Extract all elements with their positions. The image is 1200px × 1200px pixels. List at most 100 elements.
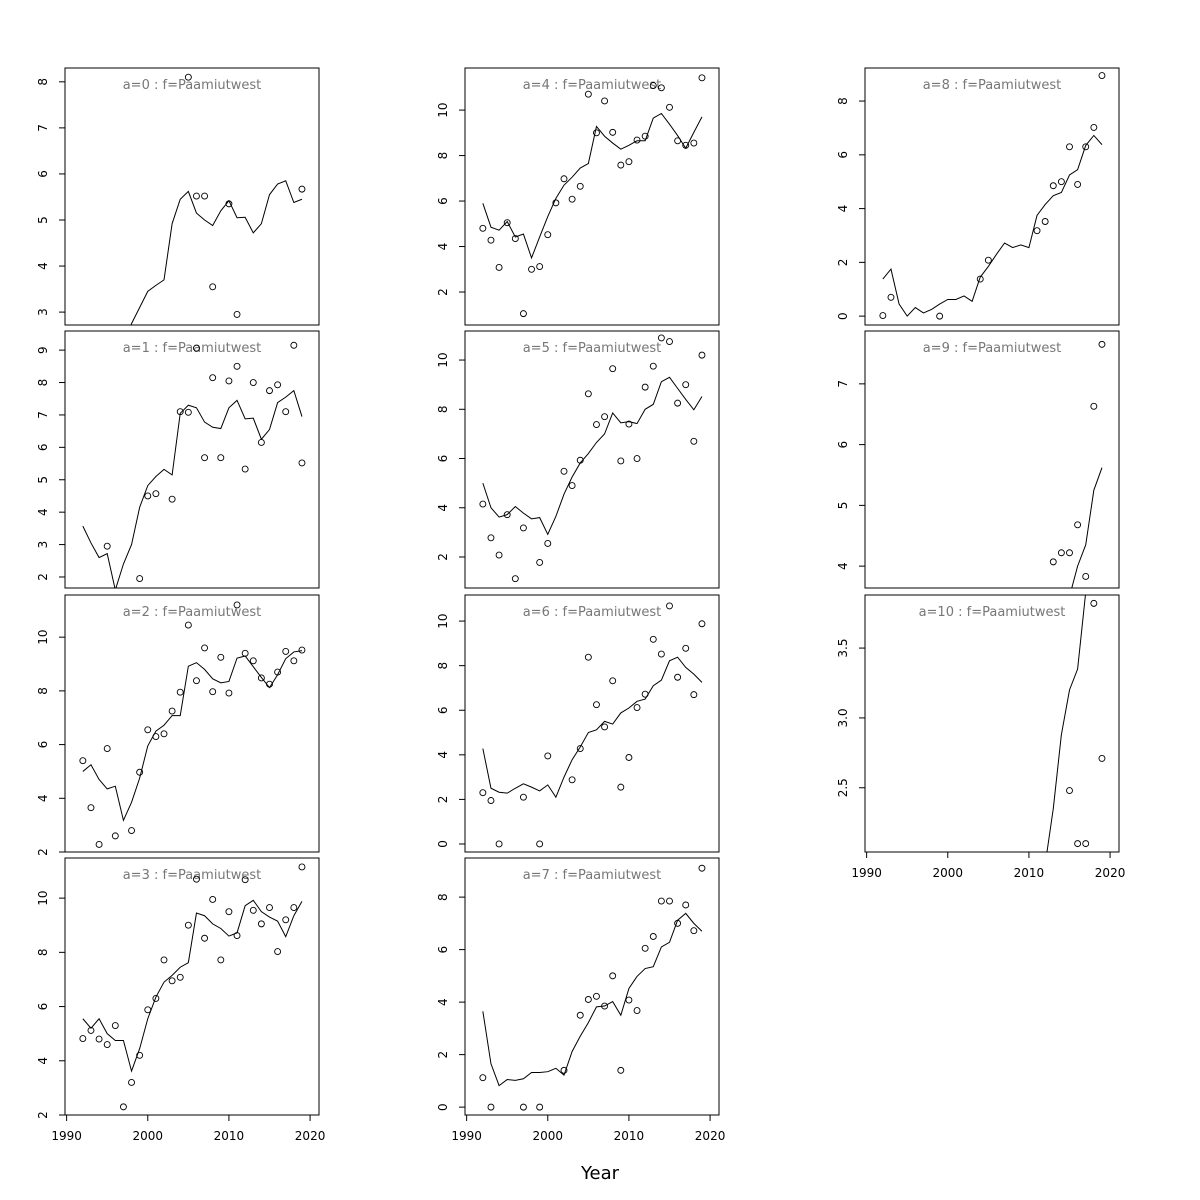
y-tick-label: 3.0	[836, 708, 850, 727]
data-point	[495, 840, 503, 848]
data-point	[87, 804, 95, 812]
panel-frame	[64, 67, 320, 326]
data-point	[225, 689, 233, 697]
data-point	[536, 263, 544, 270]
y-tick-label: 8	[436, 152, 450, 160]
data-point	[625, 754, 633, 761]
data-point	[225, 908, 233, 916]
data-point	[298, 646, 306, 654]
plot-area	[479, 602, 706, 848]
data-point	[290, 657, 298, 665]
data-point	[1098, 340, 1106, 348]
data-point	[674, 673, 682, 681]
data-point	[298, 459, 306, 467]
data-point	[1090, 402, 1098, 410]
data-point	[633, 455, 641, 462]
y-tick-label: 4	[36, 1057, 50, 1065]
panel: a=3 : f=Paamiutwest 2 4 6 8 10 1990 2000 2010 202…	[36, 857, 326, 1143]
data-point	[552, 199, 560, 207]
data-point	[690, 437, 698, 445]
data-point	[528, 265, 535, 273]
y-tick-label: 3	[36, 541, 50, 549]
data-point	[1074, 840, 1082, 848]
data-point	[217, 653, 225, 661]
data-point	[249, 657, 257, 665]
data-point	[217, 454, 225, 462]
data-point	[984, 256, 992, 264]
data-point	[233, 362, 241, 370]
panel-frame	[864, 330, 1120, 589]
y-tick-label: 4	[436, 751, 450, 759]
data-point	[79, 1035, 87, 1043]
data-point	[282, 647, 290, 655]
data-point	[536, 840, 544, 848]
data-point	[503, 511, 511, 519]
y-tick-label: 6	[36, 741, 50, 749]
y-tick-label: 6	[36, 1003, 50, 1011]
data-point	[617, 783, 625, 791]
data-point	[649, 933, 657, 940]
data-point	[479, 789, 487, 797]
data-point	[657, 650, 665, 658]
data-point	[152, 994, 160, 1002]
y-tick-label: 6	[836, 441, 850, 449]
panel-title: a=1 : f=Paamiutwest	[123, 341, 262, 356]
y-tick-label: 4	[36, 262, 50, 270]
data-point	[625, 420, 633, 428]
y-tick-label: 6	[436, 946, 450, 954]
fitted-line	[482, 376, 703, 536]
data-point	[487, 236, 495, 244]
panel-frame	[64, 330, 320, 589]
data-point	[233, 601, 241, 609]
data-point	[936, 312, 944, 320]
panel: a=8 : f=Paamiutwest 0 2 4 6 8	[836, 67, 1120, 326]
data-point	[95, 1035, 103, 1043]
x-tick-label: 2010	[614, 1129, 645, 1143]
plot-area	[479, 334, 706, 583]
y-tick-label: 8	[36, 379, 50, 387]
data-point	[536, 1103, 544, 1111]
x-tick-label: 1990	[51, 1129, 82, 1143]
data-point	[495, 551, 503, 559]
data-point	[160, 956, 168, 964]
data-point	[609, 365, 617, 373]
data-point	[95, 841, 103, 848]
panel-title: a=5 : f=Paamiutwest	[523, 341, 662, 356]
data-point	[641, 383, 649, 391]
data-point	[584, 390, 592, 398]
y-tick-label: 6	[436, 455, 450, 463]
panel-frame	[464, 67, 720, 326]
data-point	[184, 921, 192, 929]
data-point	[584, 996, 592, 1003]
data-point	[103, 1041, 111, 1048]
y-tick-label: 6	[36, 170, 50, 178]
data-point	[1082, 143, 1090, 151]
panel-title: a=2 : f=Paamiutwest	[123, 605, 262, 620]
data-point	[625, 996, 633, 1004]
plot-area	[879, 72, 1106, 320]
y-tick-label: 6	[36, 444, 50, 452]
data-point	[609, 677, 617, 685]
data-point	[576, 182, 584, 190]
data-point	[976, 275, 984, 283]
data-point	[201, 192, 209, 200]
y-tick-label: 4	[436, 998, 450, 1006]
panel: a=4 : f=Paamiutwest 2 4 6 8 10	[436, 67, 720, 326]
data-point	[144, 492, 152, 500]
data-point	[479, 1074, 487, 1082]
data-point	[666, 897, 673, 905]
data-point	[144, 726, 152, 734]
data-point	[593, 701, 600, 709]
data-point	[601, 97, 609, 105]
fitted-line	[82, 899, 303, 1073]
y-tick-label: 2	[436, 553, 450, 561]
y-tick-label: 8	[436, 405, 450, 413]
panel: a=2 : f=Paamiutwest 2 4 6 8 10	[36, 594, 320, 856]
fitted-line	[82, 389, 303, 588]
x-tick-label: 2020	[295, 1129, 326, 1143]
x-tick-label: 2010	[1014, 866, 1045, 880]
y-tick-label: 7	[36, 411, 50, 419]
panel-title: a=10 : f=Paamiutwest	[919, 605, 1066, 620]
data-point	[479, 500, 487, 508]
data-point	[519, 1103, 527, 1111]
